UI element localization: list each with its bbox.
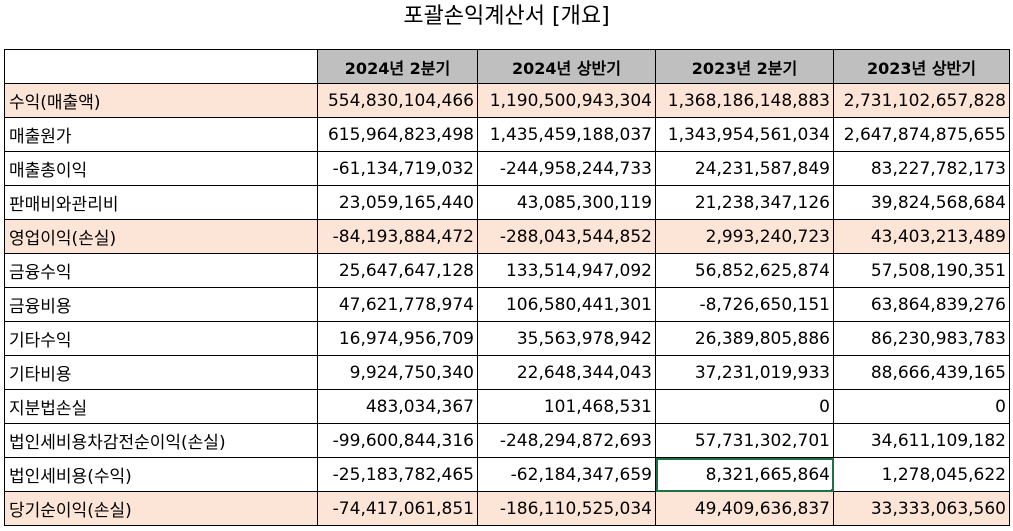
page-title: 포괄손익계산서 [개요] [403, 4, 610, 29]
value-cell[interactable]: 24,231,587,849 [655, 151, 834, 186]
header-cell[interactable]: 2023년 상반기 [833, 49, 1010, 84]
value-cell[interactable]: 33,333,063,560 [833, 491, 1010, 526]
value-cell[interactable]: 0 [655, 389, 834, 424]
value-cell[interactable]: 35,563,978,942 [477, 321, 656, 356]
table-row: 기타비용 9,924,750,340 22,648,344,043 37,231… [4, 355, 1010, 390]
row-label-cell[interactable]: 금융비용 [4, 287, 318, 322]
value-cell[interactable]: -99,600,844,316 [317, 423, 478, 458]
row-label-cell[interactable]: 지분법손실 [4, 389, 318, 424]
table-row: 금융비용 47,621,778,974 106,580,441,301 -8,7… [4, 287, 1010, 322]
value-cell[interactable]: -244,958,244,733 [477, 151, 656, 186]
table-row: 영업이익(손실) -84,193,884,472 -288,043,544,85… [4, 219, 1010, 254]
table-row: 매출총이익 -61,134,719,032 -244,958,244,733 2… [4, 151, 1010, 186]
value-cell[interactable]: 26,389,805,886 [655, 321, 834, 356]
value-cell[interactable]: 63,864,839,276 [833, 287, 1010, 322]
value-cell[interactable]: 1,278,045,622 [833, 457, 1010, 492]
header-cell[interactable]: 2024년 2분기 [317, 49, 478, 84]
row-label-cell[interactable]: 매출원가 [4, 117, 318, 152]
table-row: 당기순이익(손실) -74,417,061,851 -186,110,525,0… [4, 491, 1010, 526]
table-row: 기타수익 16,974,956,709 35,563,978,942 26,38… [4, 321, 1010, 356]
value-cell[interactable]: 2,993,240,723 [655, 219, 834, 254]
value-cell[interactable]: 101,468,531 [477, 389, 656, 424]
value-cell[interactable]: 554,830,104,466 [317, 83, 478, 118]
value-cell[interactable]: 106,580,441,301 [477, 287, 656, 322]
value-cell[interactable]: 57,508,190,351 [833, 253, 1010, 288]
value-cell[interactable]: 1,368,186,148,883 [655, 83, 834, 118]
header-cell[interactable]: 2024년 상반기 [477, 49, 656, 84]
fill-handle[interactable] [831, 489, 833, 491]
table-row: 판매비와관리비 23,059,165,440 43,085,300,119 21… [4, 185, 1010, 220]
value-cell[interactable]: 2,731,102,657,828 [833, 83, 1010, 118]
value-cell[interactable]: 615,964,823,498 [317, 117, 478, 152]
row-label-cell[interactable]: 영업이익(손실) [4, 219, 318, 254]
value-cell[interactable]: -61,134,719,032 [317, 151, 478, 186]
row-label-cell[interactable]: 기타수익 [4, 321, 318, 356]
selected-value-cell[interactable]: 8,321,665,864 [655, 457, 834, 492]
value-cell[interactable]: 83,227,782,173 [833, 151, 1010, 186]
table-row: 법인세비용(수익) -25,183,782,465 -62,184,347,65… [4, 457, 1010, 492]
value-cell[interactable]: 49,409,636,837 [655, 491, 834, 526]
value-cell[interactable]: 43,085,300,119 [477, 185, 656, 220]
selected-cell-text: 8,321,665,864 [705, 464, 830, 485]
value-cell[interactable]: 39,824,568,684 [833, 185, 1010, 220]
table-row: 지분법손실 483,034,367 101,468,531 0 0 [4, 389, 1010, 424]
value-cell[interactable]: -8,726,650,151 [655, 287, 834, 322]
value-cell[interactable]: -62,184,347,659 [477, 457, 656, 492]
value-cell[interactable]: 34,611,109,182 [833, 423, 1010, 458]
header-row: 2024년 2분기 2024년 상반기 2023년 2분기 2023년 상반기 [4, 49, 1010, 84]
value-cell[interactable]: 483,034,367 [317, 389, 478, 424]
value-cell[interactable]: 86,230,983,783 [833, 321, 1010, 356]
value-cell[interactable]: 133,514,947,092 [477, 253, 656, 288]
value-cell[interactable]: -186,110,525,034 [477, 491, 656, 526]
value-cell[interactable]: 37,231,019,933 [655, 355, 834, 390]
row-label-cell[interactable]: 판매비와관리비 [4, 185, 318, 220]
row-label-cell[interactable]: 금융수익 [4, 253, 318, 288]
row-label-cell[interactable]: 법인세비용(수익) [4, 457, 318, 492]
row-label-cell[interactable]: 기타비용 [4, 355, 318, 390]
value-cell[interactable]: 23,059,165,440 [317, 185, 478, 220]
value-cell[interactable]: -84,193,884,472 [317, 219, 478, 254]
value-cell[interactable]: 56,852,625,874 [655, 253, 834, 288]
table-row: 매출원가 615,964,823,498 1,435,459,188,037 1… [4, 117, 1010, 152]
row-label-cell[interactable]: 당기순이익(손실) [4, 491, 318, 526]
value-cell[interactable]: 1,190,500,943,304 [477, 83, 656, 118]
table-row: 법인세비용차감전순이익(손실) -99,600,844,316 -248,294… [4, 423, 1010, 458]
header-cell-blank[interactable] [4, 49, 318, 84]
value-cell[interactable]: 25,647,647,128 [317, 253, 478, 288]
value-cell[interactable]: 43,403,213,489 [833, 219, 1010, 254]
row-label-cell[interactable]: 매출총이익 [4, 151, 318, 186]
header-cell[interactable]: 2023년 2분기 [655, 49, 834, 84]
income-statement-table: 2024년 2분기 2024년 상반기 2023년 2분기 2023년 상반기 … [4, 49, 1010, 526]
value-cell[interactable]: 0 [833, 389, 1010, 424]
row-label-cell[interactable]: 수익(매출액) [4, 83, 318, 118]
value-cell[interactable]: 9,924,750,340 [317, 355, 478, 390]
value-cell[interactable]: 88,666,439,165 [833, 355, 1010, 390]
table-row: 수익(매출액) 554,830,104,466 1,190,500,943,30… [4, 83, 1010, 118]
value-cell[interactable]: 22,648,344,043 [477, 355, 656, 390]
value-cell[interactable]: 1,343,954,561,034 [655, 117, 834, 152]
value-cell[interactable]: -25,183,782,465 [317, 457, 478, 492]
value-cell[interactable]: 2,647,874,875,655 [833, 117, 1010, 152]
value-cell[interactable]: 1,435,459,188,037 [477, 117, 656, 152]
value-cell[interactable]: 21,238,347,126 [655, 185, 834, 220]
value-cell[interactable]: -74,417,061,851 [317, 491, 478, 526]
table-row: 금융수익 25,647,647,128 133,514,947,092 56,8… [4, 253, 1010, 288]
value-cell[interactable]: -248,294,872,693 [477, 423, 656, 458]
value-cell[interactable]: 47,621,778,974 [317, 287, 478, 322]
row-label-cell[interactable]: 법인세비용차감전순이익(손실) [4, 423, 318, 458]
value-cell[interactable]: 57,731,302,701 [655, 423, 834, 458]
value-cell[interactable]: -288,043,544,852 [477, 219, 656, 254]
value-cell[interactable]: 16,974,956,709 [317, 321, 478, 356]
